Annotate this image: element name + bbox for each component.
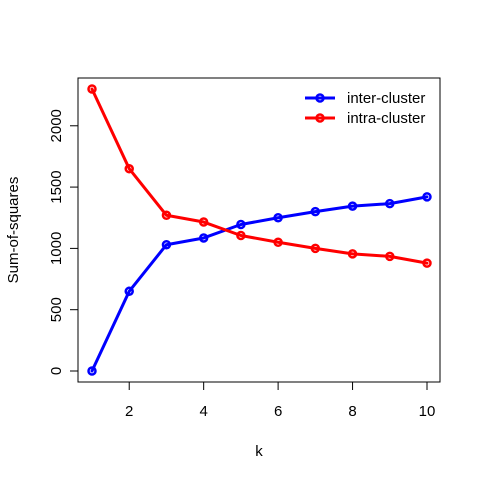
data-point [236, 219, 246, 230]
series-line [90, 195, 429, 373]
legend: inter-cluster intra-cluster [305, 90, 425, 127]
data-point [385, 198, 395, 209]
x-tick-label: 4 [199, 403, 207, 420]
data-point [310, 206, 321, 217]
data-point [422, 258, 432, 268]
legend-label: intra-cluster [347, 110, 425, 127]
x-tick-label: 6 [274, 403, 282, 420]
y-axis: 0 500 1000 1500 2000 [48, 109, 78, 375]
x-axis-label: k [255, 443, 263, 460]
legend-marker [315, 113, 325, 123]
plot-frame [77, 77, 441, 383]
x-axis: 2 4 6 8 10 [125, 382, 435, 420]
data-point [124, 286, 134, 297]
data-point [347, 249, 358, 259]
y-tick-label: 500 [48, 297, 65, 322]
y-tick-label: 1000 [48, 232, 65, 265]
data-point [87, 366, 97, 376]
y-tick-label: 1500 [48, 170, 65, 203]
data-point [385, 251, 395, 262]
data-point [347, 201, 358, 211]
data-point [273, 237, 283, 248]
data-point [273, 212, 283, 223]
x-tick-label: 10 [419, 403, 436, 420]
data-point [198, 217, 209, 227]
series-layer [87, 84, 432, 376]
data-point [87, 84, 97, 94]
data-point [198, 233, 209, 243]
legend-label: inter-cluster [347, 90, 425, 107]
y-tick-label: 2000 [48, 109, 65, 142]
y-tick-label: 0 [48, 367, 65, 375]
data-point [310, 243, 321, 254]
data-point [161, 210, 172, 221]
series-line [90, 87, 429, 265]
data-point [422, 192, 432, 202]
x-tick-label: 8 [348, 403, 356, 420]
data-point [236, 230, 246, 241]
legend-marker [315, 93, 325, 103]
y-axis-label: Sum-of-squares [5, 177, 22, 284]
data-point [124, 163, 134, 174]
x-tick-label: 2 [125, 403, 133, 420]
data-point [161, 239, 172, 250]
